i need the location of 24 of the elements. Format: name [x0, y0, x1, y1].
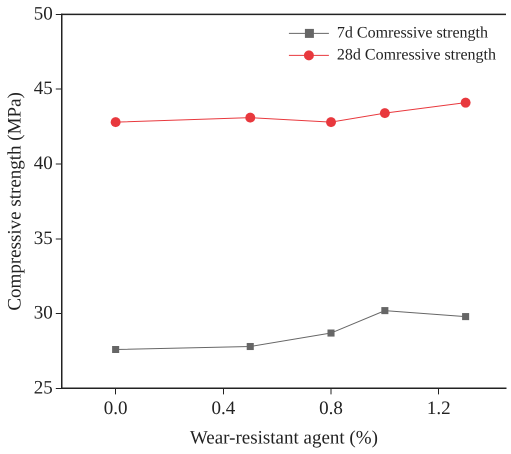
x-tick-label: 0.4	[211, 398, 236, 419]
point	[380, 108, 390, 118]
x-tick-label: 0.0	[104, 398, 128, 419]
point	[112, 346, 120, 354]
x-tick-label: 0.8	[319, 398, 343, 419]
x-tick-label: 1.2	[426, 398, 451, 419]
y-tick-label: 30	[34, 302, 53, 324]
point	[326, 117, 336, 128]
point	[462, 313, 470, 320]
point	[381, 307, 388, 314]
y-tick-label: 25	[34, 377, 53, 398]
point	[460, 98, 471, 108]
legend-label: 7d Comressive strength	[336, 24, 488, 42]
y-tick-label: 45	[34, 78, 53, 100]
x-axis-title: Wear-resistant agent (%)	[190, 428, 378, 449]
y-tick-label: 50	[34, 3, 53, 24]
legend-label: 28d Comressive strength	[336, 46, 496, 64]
point	[327, 330, 335, 337]
point	[110, 117, 121, 128]
y-axis-title: Compressive strength (MPa)	[4, 92, 26, 311]
y-tick-label: 40	[34, 152, 53, 174]
point	[246, 342, 254, 350]
y-tick-label: 35	[34, 228, 53, 249]
point	[245, 112, 256, 123]
